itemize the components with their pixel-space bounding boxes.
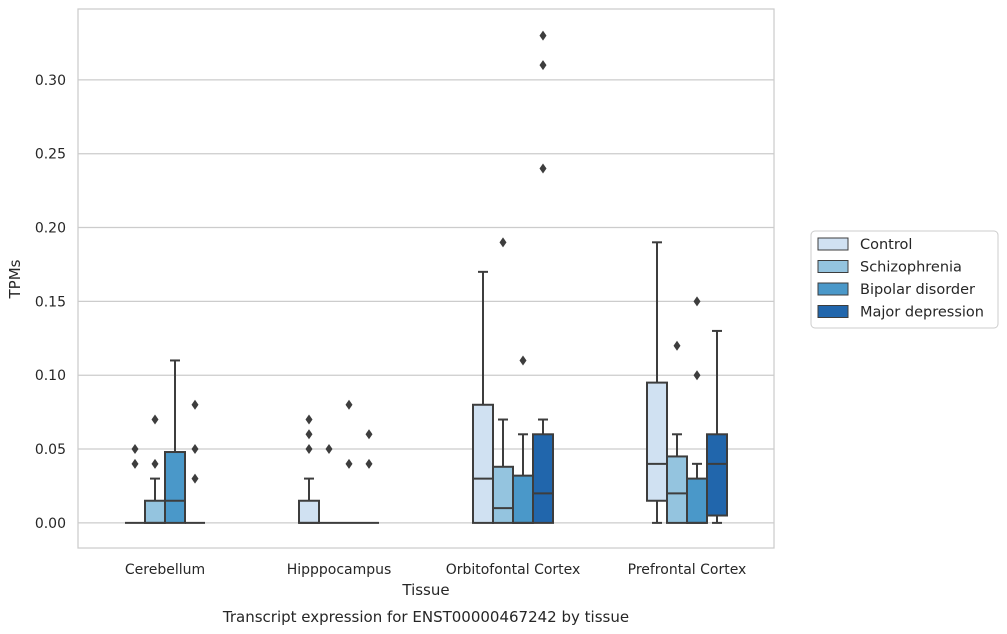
y-tick-label: 0.00: [35, 516, 66, 532]
outlier-point: [345, 458, 353, 469]
box-iqr: [666, 455, 688, 524]
box-iqr: [646, 381, 668, 502]
box-iqr: [512, 474, 534, 524]
outlier-point: [131, 444, 139, 455]
y-tick-label: 0.25: [35, 147, 66, 163]
legend-swatch: [817, 260, 849, 273]
box-iqr: [492, 465, 514, 524]
plot-frame: [77, 8, 775, 549]
box-iqr: [706, 433, 728, 517]
y-tick-label: 0.30: [35, 73, 66, 89]
box-control-3: [646, 241, 668, 524]
outlier-point: [305, 414, 313, 425]
y-tick-labels: 0.00 0.05 0.10 0.15 0.20 0.25 0.30: [35, 73, 66, 532]
legend-label: Schizophrenia: [860, 260, 962, 276]
outlier-point: [673, 340, 681, 351]
x-tick-label: Hipppocampus: [287, 562, 392, 578]
legend-label: Control: [860, 237, 912, 253]
outlier-point: [345, 399, 353, 410]
box-iqr: [472, 403, 494, 524]
box-major-depression-1: [359, 429, 379, 524]
outlier-point: [693, 296, 701, 307]
legend-swatch: [817, 237, 849, 251]
y-tick-label: 0.20: [35, 221, 66, 237]
x-tick-label: Orbitofontal Cortex: [446, 562, 581, 578]
outlier-point: [131, 458, 139, 469]
legend-frame: [810, 230, 999, 329]
outlier-point: [693, 370, 701, 381]
chart-caption: Transcript expression for ENST0000046724…: [222, 608, 629, 626]
outlier-point: [539, 60, 547, 71]
x-axis-label: Tissue: [401, 581, 449, 599]
legend-items: Control Schizophrenia Bipolar disorder Majo…: [817, 237, 984, 321]
legend-swatch: [817, 305, 849, 318]
outlier-point: [305, 429, 313, 440]
y-tick-label: 0.05: [35, 442, 66, 458]
box-bipolar-disorder-0: [164, 359, 186, 524]
outlier-point: [499, 237, 507, 248]
legend-label: Major depression: [860, 305, 984, 321]
x-tick-label: Cerebellum: [125, 562, 205, 578]
box-control-1: [298, 414, 320, 524]
box-major-depression-3: [706, 329, 728, 524]
outlier-point: [519, 355, 527, 366]
y-tick-label: 0.15: [35, 294, 66, 310]
legend-swatch: [817, 282, 849, 296]
outlier-point: [151, 458, 159, 469]
box-major-depression-2: [532, 30, 554, 524]
box-bipolar-disorder-2: [512, 355, 534, 524]
box-iqr: [164, 451, 186, 524]
x-tick-label: Prefrontal Cortex: [628, 562, 747, 578]
box-major-depression-0: [185, 399, 205, 524]
outlier-point: [191, 473, 199, 484]
outlier-point: [325, 444, 333, 455]
outlier-point: [191, 444, 199, 455]
box-schizophrenia-1: [319, 444, 339, 524]
box-iqr: [532, 433, 554, 524]
box-iqr: [686, 477, 708, 524]
box-schizophrenia-0: [144, 414, 166, 524]
box-control-0: [125, 444, 145, 524]
box-iqr: [298, 499, 320, 524]
y-axis-label: TPMs: [6, 259, 24, 299]
legend: Control Schizophrenia Bipolar disorder Majo…: [810, 230, 999, 329]
outlier-point: [151, 414, 159, 425]
legend-label: Bipolar disorder: [860, 282, 975, 298]
outlier-point: [365, 458, 373, 469]
x-tick-labels: Cerebellum Hipppocampus Orbitofontal Corte…: [125, 562, 746, 578]
outlier-point: [305, 444, 313, 455]
outlier-point: [365, 429, 373, 440]
y-tick-label: 0.10: [35, 368, 66, 384]
box-iqr: [144, 499, 166, 524]
boxes: [125, 30, 728, 524]
outlier-point: [539, 163, 547, 174]
box-bipolar-disorder-1: [339, 399, 359, 524]
outlier-point: [539, 30, 547, 41]
box-control-2: [472, 270, 494, 524]
outlier-point: [191, 399, 199, 410]
